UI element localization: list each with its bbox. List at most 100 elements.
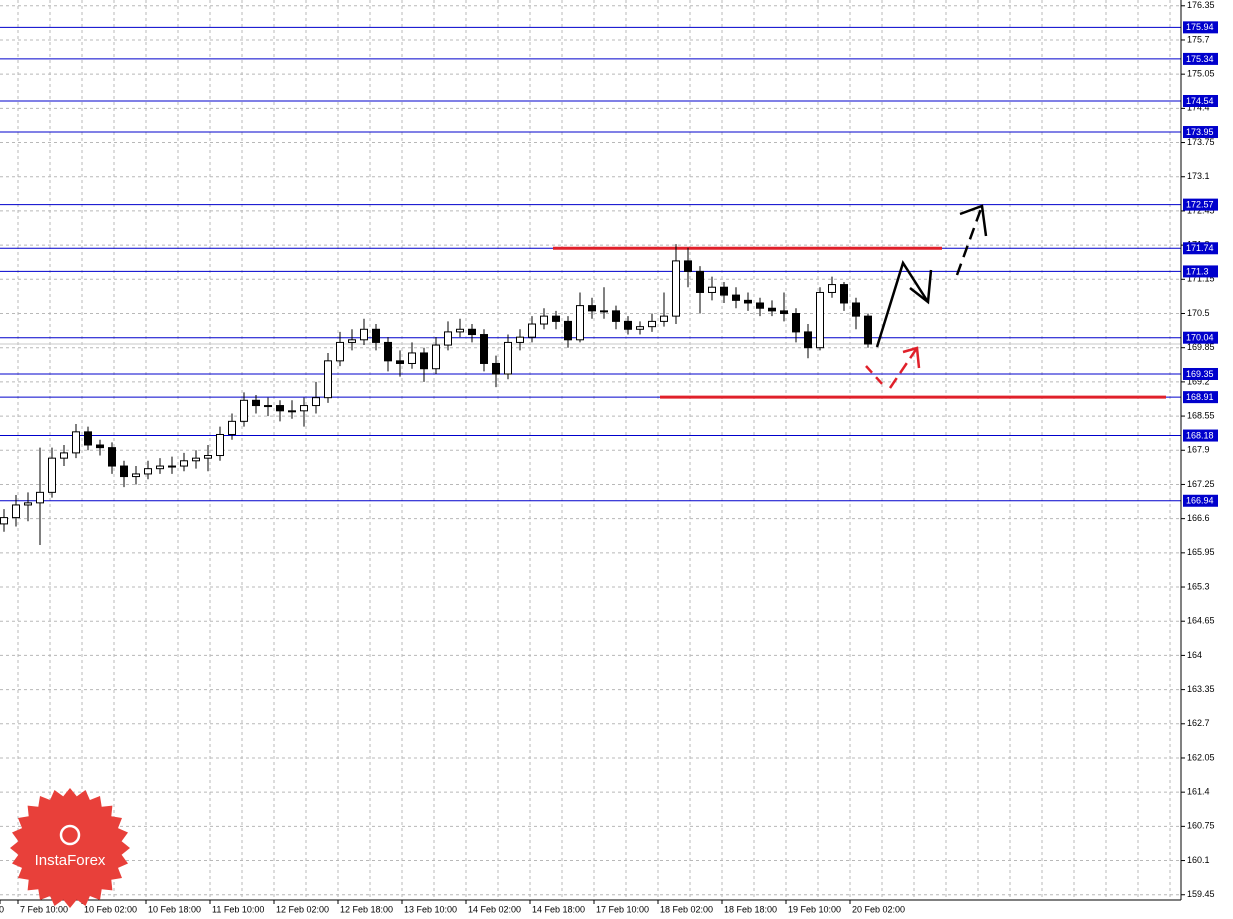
level-tag bbox=[1183, 429, 1218, 442]
candle-body bbox=[768, 307, 776, 312]
candle-body bbox=[216, 433, 224, 457]
candle-body bbox=[600, 310, 608, 313]
logo-text: InstaForex bbox=[35, 852, 106, 869]
candle-body bbox=[144, 468, 152, 475]
candle-body bbox=[492, 362, 500, 375]
candle-body bbox=[672, 260, 680, 317]
candle-body bbox=[84, 431, 92, 446]
level-tag-label: 168.18 bbox=[1186, 430, 1214, 440]
candle-body bbox=[516, 336, 524, 343]
candle-body bbox=[252, 399, 260, 407]
level-tag-label: 174.54 bbox=[1186, 96, 1214, 106]
alt-arrow bbox=[888, 347, 919, 389]
level-tag-label: 169.35 bbox=[1186, 369, 1214, 379]
arrow-head bbox=[959, 204, 988, 237]
candle-body bbox=[156, 465, 164, 470]
candle-body bbox=[300, 405, 308, 412]
y-tick-label: 162.05 bbox=[1187, 752, 1215, 762]
x-tick-label: 17 Feb 10:00 bbox=[596, 904, 649, 914]
candle-body bbox=[588, 305, 596, 312]
candle-body bbox=[840, 284, 848, 304]
candles bbox=[0, 244, 872, 545]
y-tick-label: 160.75 bbox=[1187, 821, 1215, 831]
y-tick-label: 166.6 bbox=[1187, 513, 1210, 523]
y-tick-label: 167.9 bbox=[1187, 445, 1210, 455]
candle-body bbox=[828, 284, 836, 293]
candle-body bbox=[576, 305, 584, 341]
y-tick-label: 168.55 bbox=[1187, 410, 1215, 420]
y-tick-label: 165.95 bbox=[1187, 547, 1215, 557]
candle-body bbox=[396, 360, 404, 364]
y-tick-label: 175.7 bbox=[1187, 34, 1210, 44]
logo: InstaForex bbox=[10, 788, 130, 908]
candle-body bbox=[540, 315, 548, 325]
candle-body bbox=[708, 286, 716, 293]
candle-body bbox=[480, 334, 488, 364]
candle-body bbox=[720, 286, 728, 296]
y-tick-label: 167.25 bbox=[1187, 479, 1215, 489]
forecast-arrows bbox=[865, 204, 988, 389]
y-tick-label: 163.35 bbox=[1187, 684, 1215, 694]
level-tag-label: 171.3 bbox=[1186, 266, 1209, 276]
candle-body bbox=[780, 310, 788, 315]
x-tick-label: 7 Feb 10:00 bbox=[20, 904, 68, 914]
candle-body bbox=[72, 431, 80, 454]
arrow-head bbox=[902, 346, 921, 369]
candle-body bbox=[696, 270, 704, 293]
candle-body bbox=[264, 405, 272, 408]
level-tag-label: 171.74 bbox=[1186, 243, 1214, 253]
level-tag bbox=[1183, 265, 1218, 278]
candle-body bbox=[804, 331, 812, 349]
level-tag-label: 173.95 bbox=[1186, 127, 1214, 137]
logo-icon bbox=[59, 824, 81, 846]
candle-body bbox=[228, 420, 236, 435]
candle-body bbox=[420, 352, 428, 370]
x-tick-label: 12 Feb 02:00 bbox=[276, 904, 329, 914]
y-tick-label: 173.75 bbox=[1187, 137, 1215, 147]
candle-body bbox=[852, 302, 860, 317]
candle-body bbox=[192, 457, 200, 462]
y-tick-label: 164.65 bbox=[1187, 616, 1215, 626]
x-tick-label: 20 Feb 02:00 bbox=[852, 904, 905, 914]
level-tag bbox=[1183, 21, 1218, 34]
level-tag bbox=[1183, 367, 1218, 380]
candle-body bbox=[636, 326, 644, 330]
forecast-arrow bbox=[875, 260, 930, 348]
candle-body bbox=[744, 299, 752, 304]
level-tag-label: 175.94 bbox=[1186, 22, 1214, 32]
candle-body bbox=[624, 320, 632, 330]
x-tick-label: 11 Feb 10:00 bbox=[212, 904, 264, 914]
candle-body bbox=[240, 399, 248, 422]
candle-body bbox=[408, 352, 416, 364]
candle-body bbox=[120, 465, 128, 478]
x-tick-label: 12 Feb 18:00 bbox=[340, 904, 393, 914]
level-tag bbox=[1183, 494, 1218, 507]
y-tick-label: 174.4 bbox=[1187, 103, 1210, 113]
level-tag-label: 172.57 bbox=[1186, 199, 1214, 209]
y-tick-label: 169.85 bbox=[1187, 342, 1215, 352]
candle-body bbox=[348, 339, 356, 343]
y-tick-label: 173.1 bbox=[1187, 171, 1210, 181]
y-tick-label: 159.45 bbox=[1187, 889, 1215, 899]
candle-body bbox=[372, 328, 380, 343]
y-tick-label: 161.4 bbox=[1187, 787, 1210, 797]
candle-body bbox=[564, 320, 572, 341]
candle-body bbox=[36, 491, 44, 504]
candle-body bbox=[48, 457, 56, 493]
level-tag-label: 175.34 bbox=[1186, 54, 1214, 64]
candle-body bbox=[504, 341, 512, 375]
level-tag-label: 166.94 bbox=[1186, 496, 1214, 506]
x-tick-label: 13 Feb 10:00 bbox=[404, 904, 457, 914]
grid bbox=[0, 0, 1181, 900]
candle-body bbox=[444, 331, 452, 346]
candle-body bbox=[168, 465, 176, 468]
candle-body bbox=[180, 460, 188, 467]
arrow-head bbox=[909, 269, 933, 305]
y-tick-label: 160.1 bbox=[1187, 855, 1210, 865]
candle-body bbox=[612, 310, 620, 322]
candle-body bbox=[864, 315, 872, 345]
candle-body bbox=[684, 260, 692, 272]
candle-body bbox=[660, 315, 668, 322]
candle-body bbox=[432, 344, 440, 370]
